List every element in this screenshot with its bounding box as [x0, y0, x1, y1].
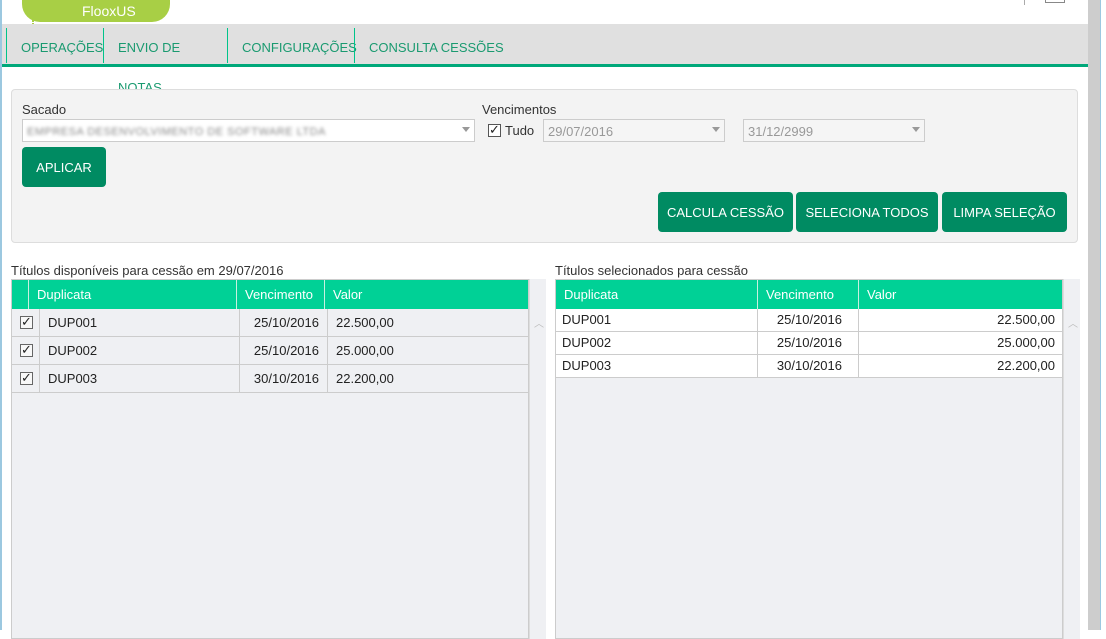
chevron-down-icon	[912, 127, 920, 132]
available-title: Títulos disponíveis para cessão em 29/07…	[11, 263, 284, 278]
nav-configuracoes[interactable]: CONFIGURAÇÕES	[227, 28, 357, 63]
cell-valor: 22.200,00	[997, 358, 1055, 373]
table-row[interactable]: ✓ DUP002 25/10/2016 25.000,00	[12, 337, 528, 365]
tudo-label: Tudo	[505, 123, 535, 138]
nav-operacoes[interactable]: OPERAÇÕES	[6, 28, 104, 63]
window-border	[0, 0, 2, 630]
logo-text: FlooxUS	[82, 3, 136, 19]
header-divider	[1024, 0, 1025, 5]
cell-duplicata: DUP001	[556, 309, 758, 331]
cell-duplicata: DUP002	[556, 332, 758, 354]
sacado-select[interactable]: EMPRESA DESENVOLVIMENTO DE SOFTWARE LTDA	[22, 119, 475, 142]
vencimentos-label: Vencimentos	[482, 102, 557, 117]
row-checkbox[interactable]: ✓	[20, 342, 33, 357]
table-row[interactable]: ✓ DUP001 25/10/2016 22.500,00	[12, 309, 528, 337]
tudo-checkbox[interactable]: ✓	[488, 122, 501, 137]
header-icon[interactable]	[1045, 0, 1065, 3]
cell-valor: 22.500,00	[336, 315, 394, 330]
grid-header: Duplicata Vencimento Valor	[556, 280, 1062, 309]
cell-valor: 25.000,00	[336, 343, 394, 358]
table-row[interactable]: ✓ DUP003 30/10/2016 22.200,00	[12, 365, 528, 393]
cell-vencimento: 25/10/2016	[240, 337, 328, 365]
checkmark-icon: ✓	[489, 122, 500, 137]
cell-valor: 22.200,00	[336, 371, 394, 386]
checkmark-icon: ✓	[21, 342, 32, 357]
cell-vencimento: 30/10/2016	[758, 355, 859, 377]
cell-duplicata: DUP003	[556, 355, 758, 377]
sacado-value: EMPRESA DESENVOLVIMENTO DE SOFTWARE LTDA	[27, 126, 326, 138]
check-cell: ✓	[12, 309, 40, 337]
aplicar-button[interactable]: APLICAR	[22, 147, 106, 187]
logo-decoration	[32, 20, 48, 23]
cell-vencimento: 25/10/2016	[758, 309, 859, 331]
table-row[interactable]: DUP003 30/10/2016 22.200,00	[556, 355, 1062, 378]
cell-vencimento: 30/10/2016	[240, 365, 328, 393]
selected-scrollbar[interactable]: ︿	[1063, 279, 1080, 639]
chevron-down-icon	[712, 127, 720, 132]
seleciona-todos-button[interactable]: SELECIONA TODOS	[796, 192, 938, 232]
cell-duplicata: DUP001	[40, 309, 240, 337]
header-duplicata[interactable]: Duplicata	[556, 280, 758, 309]
date-to-value: 31/12/2999	[748, 124, 814, 139]
selected-grid: Duplicata Vencimento Valor DUP001 25/10/2…	[555, 279, 1063, 639]
scroll-up-icon[interactable]: ︿	[1068, 319, 1078, 330]
header-valor[interactable]: Valor	[867, 287, 897, 302]
scroll-up-icon[interactable]: ︿	[534, 319, 544, 330]
check-cell: ✓	[12, 365, 40, 393]
header-vencimento[interactable]: Vencimento	[237, 280, 325, 309]
cell-duplicata: DUP003	[40, 365, 240, 393]
header-duplicata[interactable]: Duplicata	[29, 280, 237, 309]
nav-envio-de-notas[interactable]: ENVIO DE NOTAS	[103, 28, 227, 95]
window-scrollbar[interactable]	[1088, 0, 1100, 630]
sacado-label: Sacado	[22, 102, 67, 117]
cell-valor: 25.000,00	[997, 335, 1055, 350]
header-valor[interactable]: Valor	[333, 287, 363, 302]
selected-title: Títulos selecionados para cessão	[555, 263, 748, 278]
check-cell: ✓	[12, 337, 40, 365]
main-nav: OPERAÇÕES ENVIO DE NOTAS CONFIGURAÇÕES C…	[2, 24, 1088, 95]
checkmark-icon: ✓	[21, 314, 32, 329]
limpa-selecao-button[interactable]: LIMPA SELEÇÃO	[942, 192, 1067, 232]
header-check-col	[12, 280, 29, 309]
header-vencimento[interactable]: Vencimento	[758, 280, 859, 309]
date-to-select[interactable]: 31/12/2999	[743, 119, 925, 142]
chevron-down-icon	[462, 127, 470, 132]
grid-header: Duplicata Vencimento Valor	[12, 280, 528, 309]
cell-vencimento: 25/10/2016	[240, 309, 328, 337]
available-scrollbar[interactable]: ︿	[529, 279, 546, 639]
cell-duplicata: DUP002	[40, 337, 240, 365]
date-from-value: 29/07/2016	[548, 124, 614, 139]
cell-valor: 22.500,00	[997, 312, 1055, 327]
row-checkbox[interactable]: ✓	[20, 314, 33, 329]
calcula-cessao-button[interactable]: CALCULA CESSÃO	[658, 192, 793, 232]
table-row[interactable]: DUP001 25/10/2016 22.500,00	[556, 309, 1062, 332]
filter-panel: Sacado EMPRESA DESENVOLVIMENTO DE SOFTWA…	[11, 89, 1078, 243]
available-grid: Duplicata Vencimento Valor ✓ DUP001 25/10/…	[11, 279, 529, 639]
checkmark-icon: ✓	[21, 370, 32, 385]
row-checkbox[interactable]: ✓	[20, 370, 33, 385]
table-row[interactable]: DUP002 25/10/2016 25.000,00	[556, 332, 1062, 355]
nav-consulta-cessoes[interactable]: CONSULTA CESSÕES	[354, 28, 514, 63]
logo: FlooxUS	[22, 0, 170, 22]
cell-vencimento: 25/10/2016	[758, 332, 859, 354]
window-border	[1100, 0, 1106, 630]
date-from-select[interactable]: 29/07/2016	[543, 119, 725, 142]
